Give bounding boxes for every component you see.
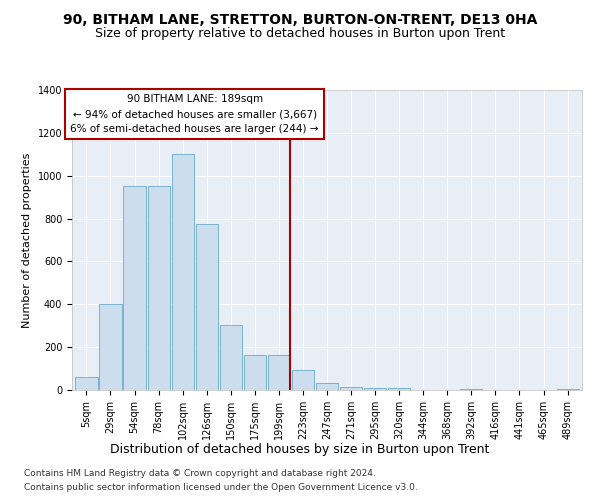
Bar [364, 388, 386, 390]
Bar [76, 377, 98, 390]
Bar [220, 324, 242, 390]
Bar [316, 382, 338, 390]
Y-axis label: Number of detached properties: Number of detached properties [22, 152, 32, 328]
Bar [196, 224, 218, 390]
Text: 90, BITHAM LANE, STRETTON, BURTON-ON-TRENT, DE13 0HA: 90, BITHAM LANE, STRETTON, BURTON-ON-TRE… [63, 12, 537, 26]
Bar [460, 389, 482, 390]
Text: Size of property relative to detached houses in Burton upon Trent: Size of property relative to detached ho… [95, 28, 505, 40]
Bar [292, 370, 314, 390]
Text: Contains public sector information licensed under the Open Government Licence v3: Contains public sector information licen… [24, 484, 418, 492]
Bar [340, 387, 362, 390]
Bar [268, 354, 290, 390]
Bar [557, 389, 578, 390]
Bar [244, 354, 266, 390]
Text: Distribution of detached houses by size in Burton upon Trent: Distribution of detached houses by size … [110, 442, 490, 456]
Bar [172, 154, 194, 390]
Text: Contains HM Land Registry data © Crown copyright and database right 2024.: Contains HM Land Registry data © Crown c… [24, 468, 376, 477]
Text: 90 BITHAM LANE: 189sqm
← 94% of detached houses are smaller (3,667)
6% of semi-d: 90 BITHAM LANE: 189sqm ← 94% of detached… [70, 94, 319, 134]
Bar [124, 186, 146, 390]
Bar [100, 304, 122, 390]
Bar [148, 186, 170, 390]
Bar [388, 388, 410, 390]
